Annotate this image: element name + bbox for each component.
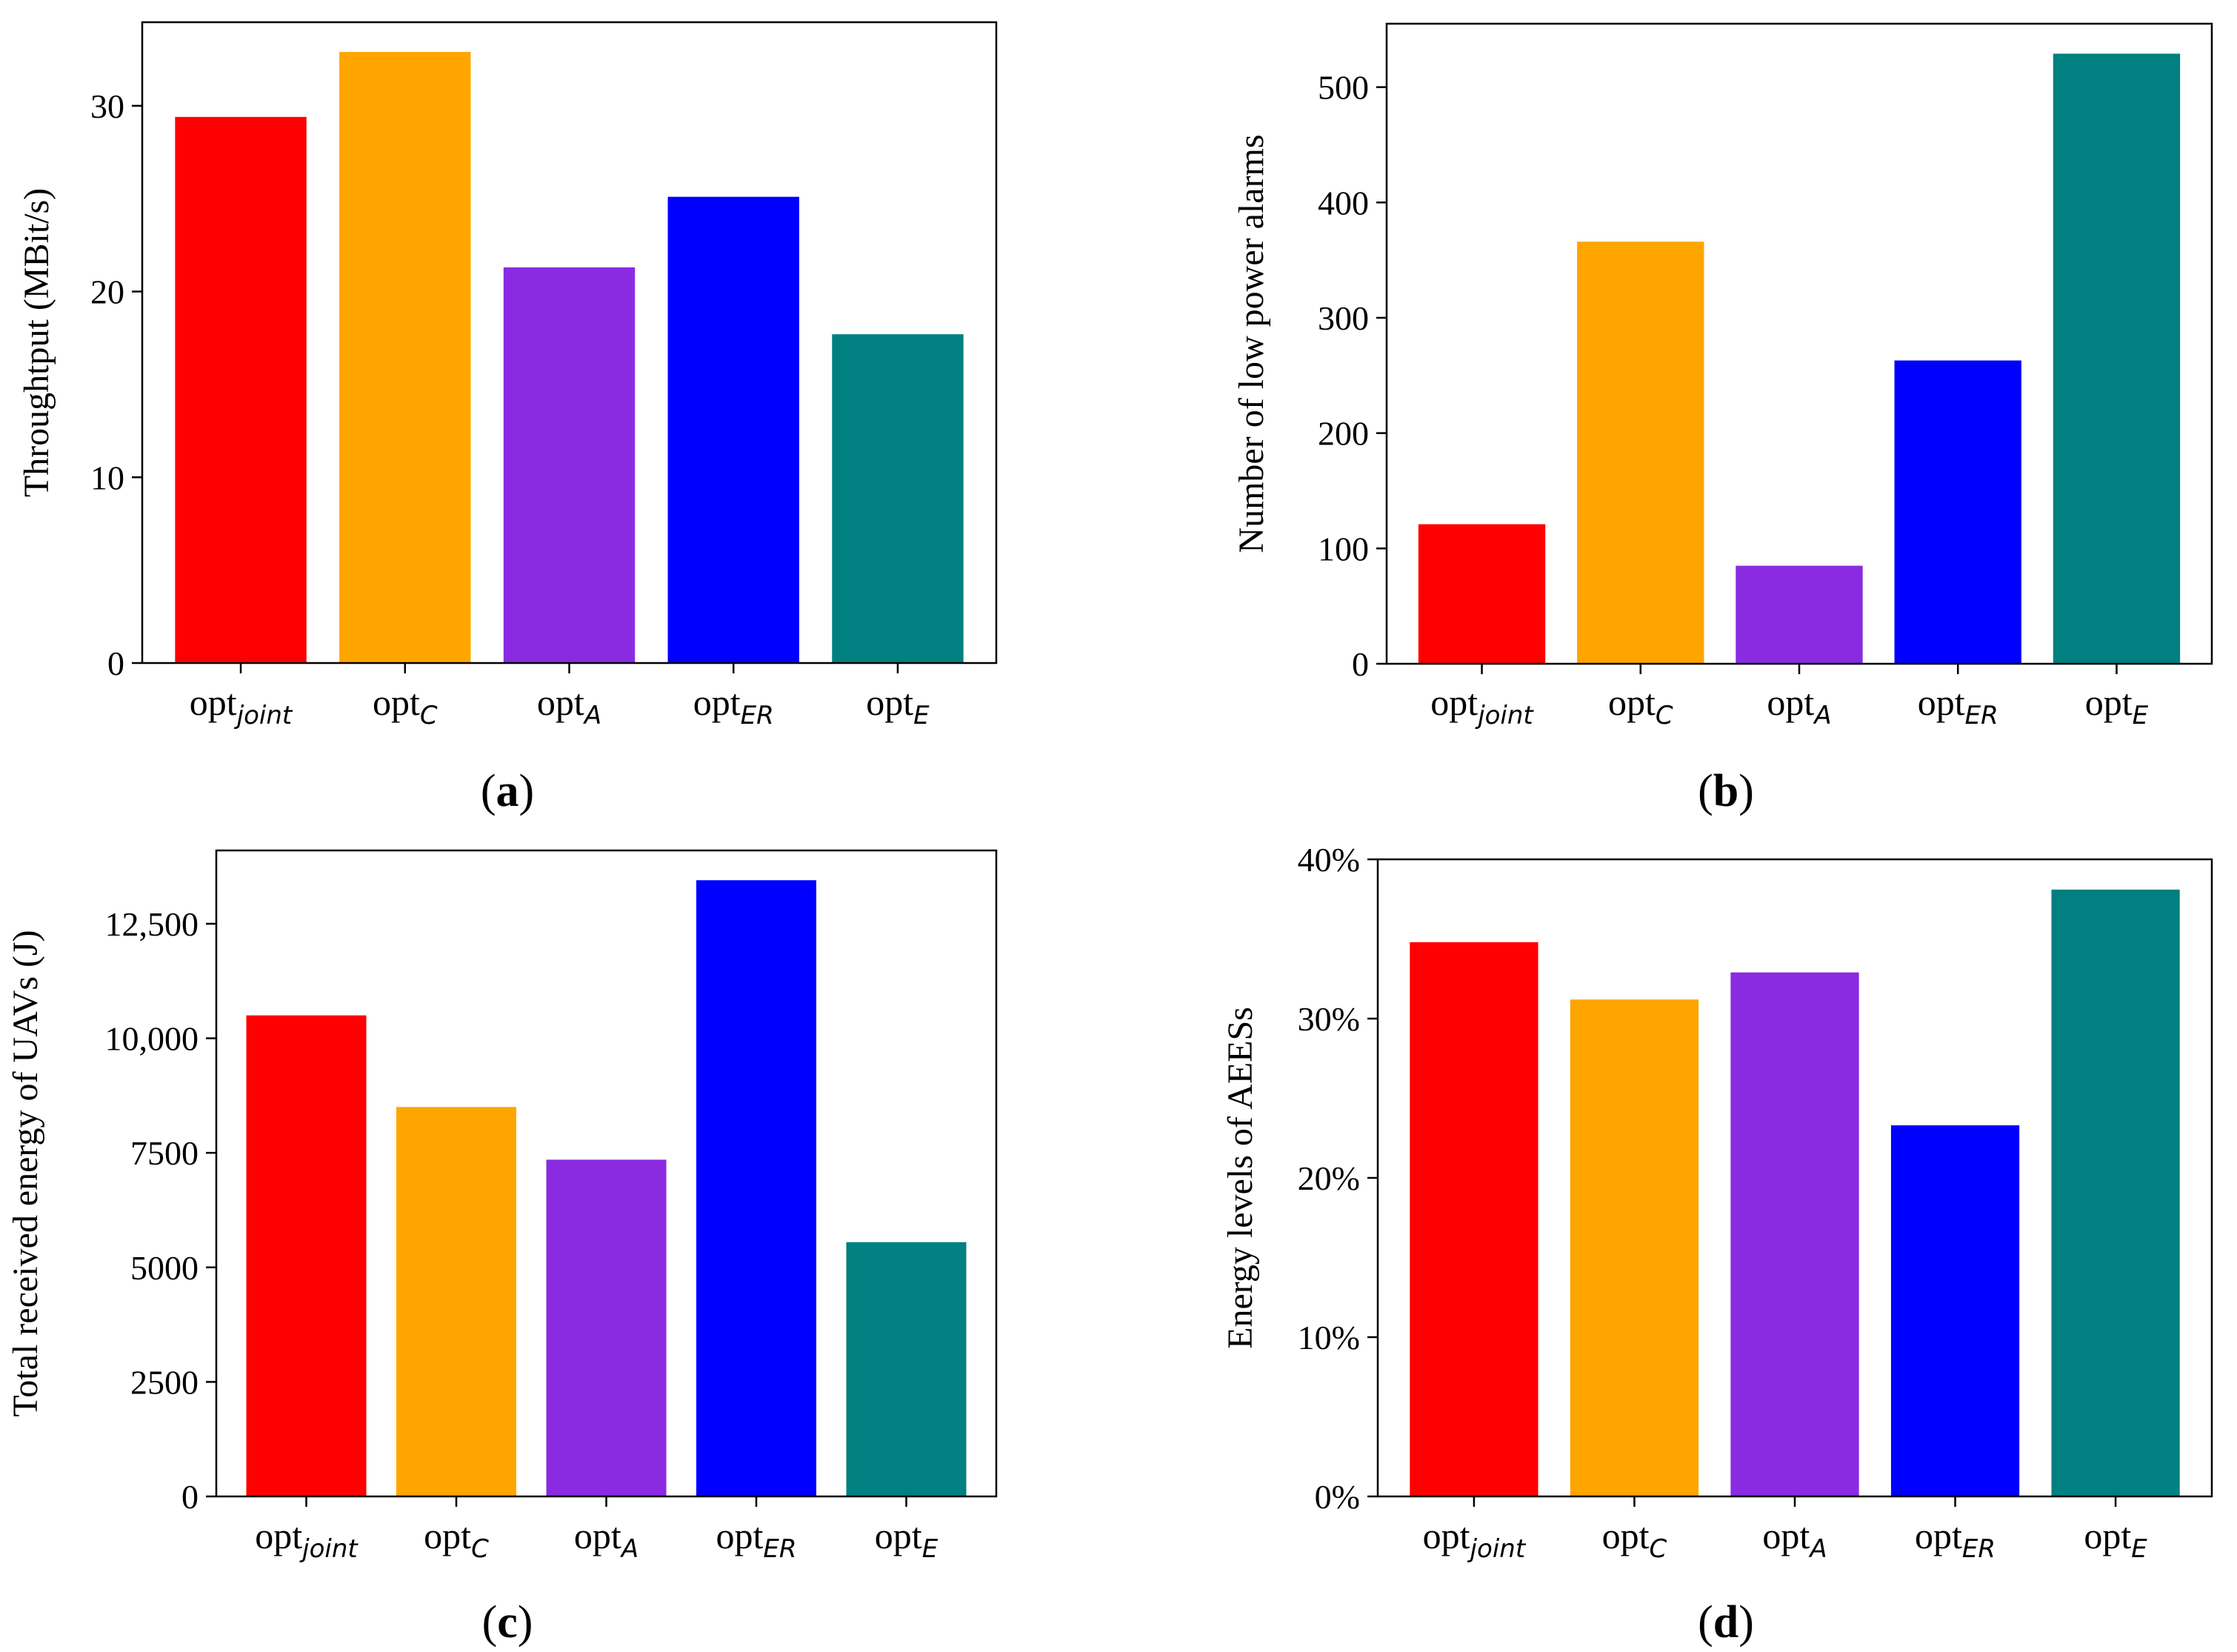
ytick-label-c-5: 12,500 [105, 905, 199, 943]
bar-c-2 [546, 1159, 667, 1496]
bar-d-3 [1890, 1125, 2020, 1496]
bar-d-1 [1570, 999, 1699, 1496]
ytick-label-d-4: 40% [1298, 841, 1360, 879]
ytick-label-d-2: 20% [1298, 1159, 1360, 1197]
bar-b-3 [1894, 360, 2021, 664]
category-label-d-3: optER [1915, 1515, 1996, 1564]
ytick-label-c-1: 2500 [130, 1363, 199, 1401]
y-axis-label-b: Number of low power alarms [1232, 134, 1271, 553]
ytick-label-a-0: 0 [107, 645, 124, 682]
ytick-label-c-2: 5000 [130, 1249, 199, 1287]
ytick-label-a-2: 20 [90, 273, 124, 311]
ytick-label-b-1: 100 [1318, 530, 1369, 567]
category-label-c-1: optC [424, 1515, 489, 1564]
bar-b-2 [1736, 565, 1863, 664]
category-label-d-1: optC [1602, 1515, 1667, 1564]
bar-d-0 [1410, 942, 1538, 1496]
category-label-a-1: optC [373, 682, 438, 730]
category-label-d-0: optjoint [1423, 1515, 1527, 1564]
ytick-label-c-4: 10,000 [105, 1020, 199, 1058]
y-axis-label-a: Throughtput (MBit/s) [17, 188, 56, 497]
panel-label-d: (d) [1698, 1597, 1754, 1648]
ytick-label-c-0: 0 [181, 1478, 199, 1516]
bar-a-4 [832, 334, 964, 663]
bar-d-2 [1730, 972, 1859, 1496]
bar-b-0 [1418, 524, 1546, 664]
bar-a-0 [175, 116, 307, 663]
ytick-label-a-3: 30 [90, 87, 124, 125]
category-label-d-2: optA [1762, 1515, 1827, 1564]
bar-c-0 [246, 1015, 367, 1496]
panel-a: 0 10 20 30 optjoint optC optA optER optE Throught… [17, 21, 998, 730]
category-label-b-3: optER [1918, 682, 1998, 730]
ytick-label-b-3: 300 [1318, 299, 1369, 337]
ytick-label-d-1: 10% [1298, 1319, 1360, 1356]
bar-c-4 [846, 1242, 967, 1496]
category-label-a-0: optjoint [190, 682, 293, 730]
category-label-c-0: optjoint [255, 1515, 359, 1564]
category-label-a-4: optE [866, 682, 930, 730]
bar-c-3 [696, 880, 816, 1496]
ytick-label-c-3: 7500 [130, 1134, 199, 1172]
bar-b-1 [1577, 242, 1704, 664]
bar-a-1 [339, 52, 471, 663]
category-label-b-4: optE [2085, 682, 2149, 730]
bar-a-2 [503, 267, 636, 663]
category-label-b-1: optC [1608, 682, 1673, 730]
category-label-a-2: optA [537, 682, 601, 730]
category-label-b-0: optjoint [1430, 682, 1534, 730]
ytick-label-b-2: 200 [1318, 415, 1369, 453]
y-axis-label-c: Total received energy of UAVs (J) [6, 930, 45, 1416]
category-label-a-3: optER [693, 682, 774, 730]
bar-a-3 [667, 196, 799, 663]
category-label-c-3: optER [716, 1515, 796, 1564]
panel-d: 0% 10% 20% 30% 40% optjoint optC optA optER optE E… [1221, 841, 2213, 1564]
panel-label-c: (c) [482, 1597, 533, 1648]
ytick-label-b-0: 0 [1352, 645, 1369, 683]
ytick-label-b-5: 500 [1318, 69, 1369, 107]
ytick-label-d-0: 0% [1315, 1478, 1360, 1516]
ytick-label-d-3: 30% [1298, 1000, 1360, 1038]
ytick-label-b-4: 400 [1318, 184, 1369, 222]
category-label-d-4: optE [2084, 1515, 2147, 1564]
category-label-c-2: optA [574, 1515, 639, 1564]
panel-c: 0 2500 5000 7500 10,000 12,500 optjoint optC opt… [6, 849, 998, 1564]
category-label-b-2: optA [1767, 682, 1831, 730]
bar-c-1 [396, 1107, 516, 1496]
category-label-c-4: optE [875, 1515, 939, 1564]
bar-d-4 [2051, 889, 2180, 1496]
bar-b-4 [2053, 53, 2181, 664]
y-axis-label-d: Energy levels of AEESs [1221, 1007, 1260, 1349]
panel-label-a: (a) [481, 766, 534, 816]
ytick-label-a-1: 10 [90, 459, 124, 496]
panel-label-b: (b) [1698, 766, 1754, 816]
panel-b: 0 100 200 300 400 500 optjoint optC optA optER opt… [1232, 22, 2213, 730]
